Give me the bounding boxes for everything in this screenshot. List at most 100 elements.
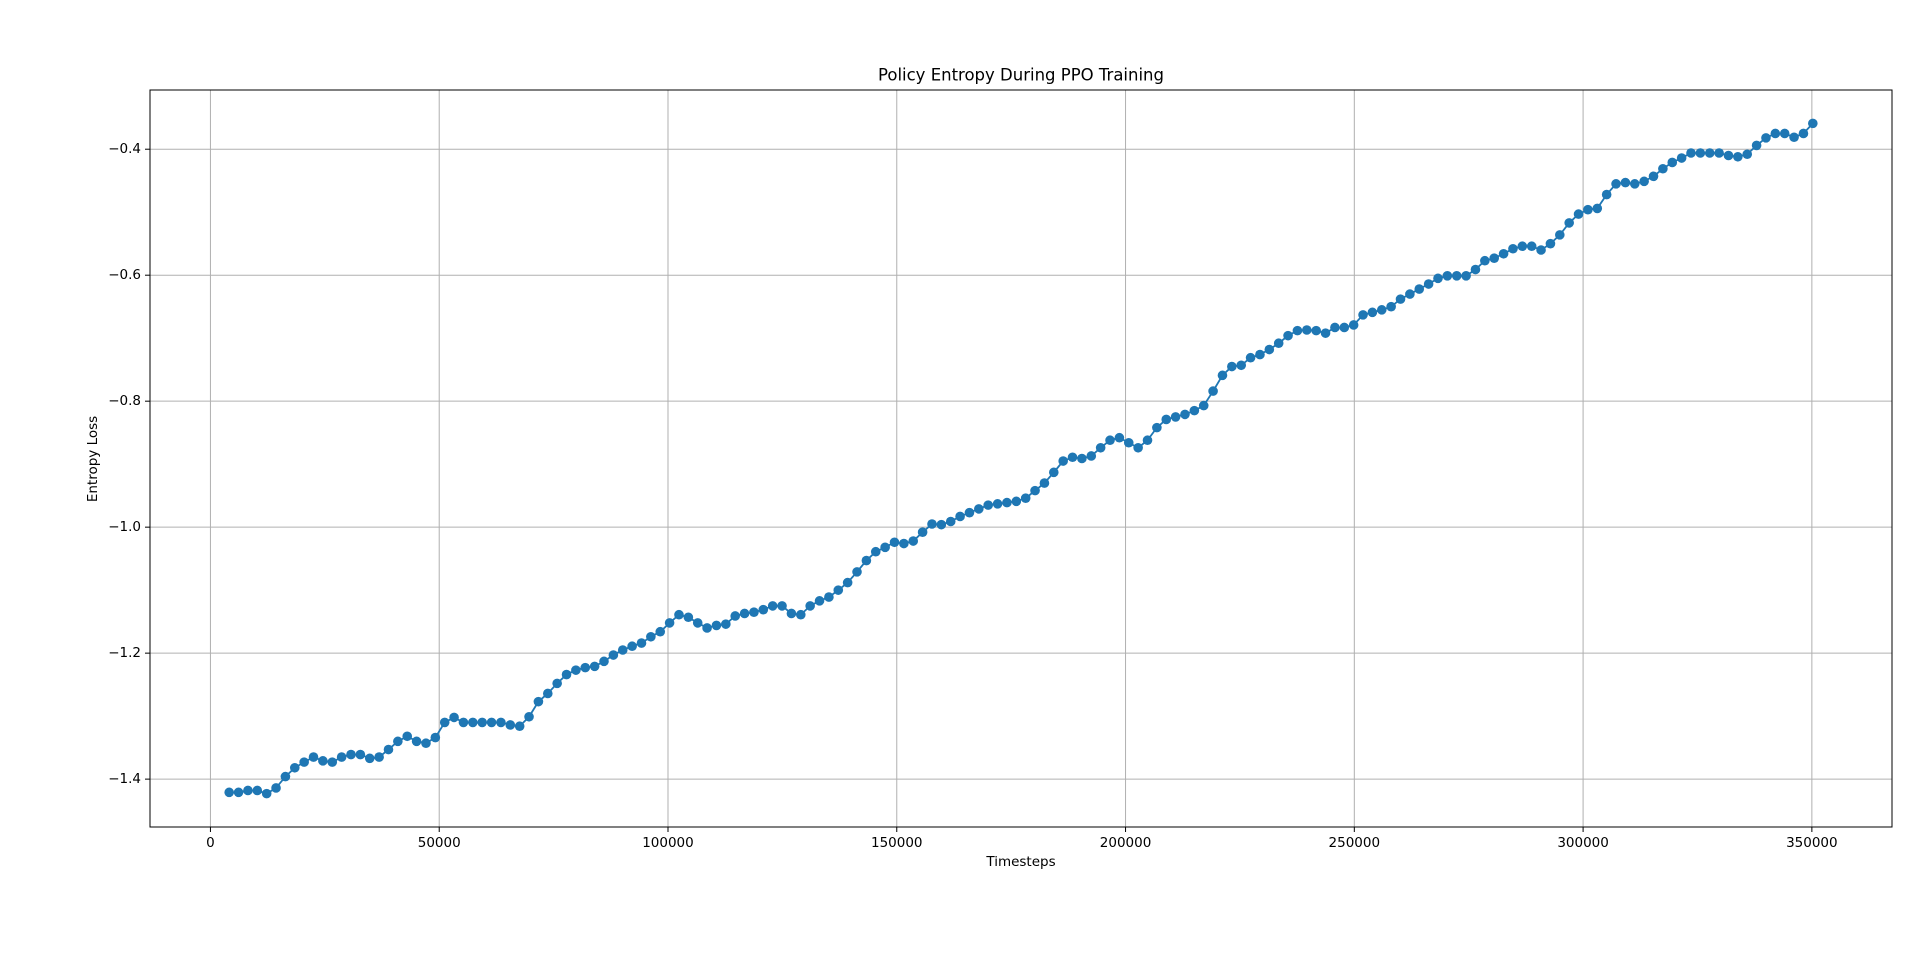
data-point [1245, 352, 1256, 363]
data-point [224, 787, 234, 798]
data-point [702, 623, 712, 633]
data-point [880, 542, 890, 553]
data-point [1733, 151, 1743, 162]
data-point [346, 749, 356, 760]
data-point [1433, 273, 1443, 284]
data-point [383, 744, 394, 755]
data-point [1189, 405, 1200, 416]
data-point [1330, 322, 1340, 333]
y-tick-label: −1.2 [108, 645, 141, 661]
data-point [1095, 442, 1106, 453]
data-point [974, 504, 984, 514]
data-point [1311, 325, 1321, 336]
x-tick-label: 50000 [418, 835, 461, 851]
data-point [1498, 248, 1509, 259]
data-point [1808, 118, 1818, 129]
x-tick-label: 150000 [871, 835, 923, 851]
data-point [552, 678, 562, 689]
data-point [917, 527, 928, 537]
data-point [1236, 360, 1247, 371]
data-point [1180, 409, 1190, 420]
data-point [327, 757, 338, 767]
data-point [1742, 149, 1753, 160]
data-point [664, 618, 675, 628]
data-point [1058, 456, 1068, 466]
data-point [1011, 496, 1022, 507]
data-point [1414, 284, 1425, 294]
data-point [252, 785, 263, 796]
data-point [542, 688, 553, 699]
data-point [271, 783, 281, 793]
y-tick-label: −0.4 [108, 141, 141, 157]
data-point [1517, 241, 1528, 252]
data-point [805, 601, 815, 611]
data-point [1292, 325, 1303, 336]
data-point [514, 721, 525, 732]
data-point [243, 785, 253, 796]
data-point [1489, 253, 1500, 263]
data-point [1648, 171, 1659, 182]
data-point [617, 645, 628, 655]
data-point [589, 661, 600, 672]
data-point [571, 665, 581, 675]
data-point [533, 696, 544, 707]
data-point [524, 711, 534, 722]
data-point [1629, 179, 1640, 189]
data-point [1208, 386, 1218, 396]
data-point [964, 507, 975, 518]
data-point [1751, 140, 1762, 151]
y-tick-label: −0.8 [108, 393, 141, 409]
data-point [599, 656, 609, 667]
data-point [1761, 133, 1771, 143]
data-point [936, 519, 947, 530]
data-point [336, 752, 347, 762]
data-point [655, 626, 666, 637]
data-point [908, 536, 919, 546]
data-point [1770, 128, 1781, 139]
data-point [561, 669, 572, 680]
x-tick-label: 0 [206, 835, 215, 851]
data-point [646, 631, 656, 642]
data-point [1798, 128, 1809, 139]
data-point [477, 717, 487, 728]
data-point [608, 650, 619, 660]
data-point [1030, 485, 1040, 496]
data-point [1227, 361, 1237, 372]
data-point [627, 641, 637, 652]
data-point [899, 538, 909, 549]
data-point [1704, 148, 1715, 158]
data-point [233, 787, 244, 798]
data-point [299, 757, 309, 767]
data-point [289, 762, 300, 773]
data-point [636, 638, 647, 648]
data-point [364, 753, 375, 764]
data-point [1555, 230, 1565, 240]
data-point [1133, 442, 1143, 453]
data-point [1198, 400, 1209, 411]
x-tick-label: 300000 [1557, 835, 1609, 851]
data-point [1395, 294, 1406, 304]
data-point [683, 612, 694, 623]
data-point [1320, 328, 1331, 338]
data-point [1105, 435, 1115, 446]
data-point [992, 499, 1003, 509]
data-point [945, 516, 956, 527]
data-point [1592, 203, 1603, 214]
chart-title: Policy Entropy During PPO Training [878, 66, 1164, 85]
data-point [1086, 451, 1097, 461]
data-point [261, 788, 272, 799]
data-point [1273, 338, 1284, 349]
data-point [1002, 497, 1012, 508]
data-point [1451, 271, 1462, 281]
data-point [1723, 150, 1734, 161]
data-point [1667, 157, 1678, 168]
data-point [1470, 264, 1481, 275]
data-point [861, 555, 872, 566]
data-point [1142, 435, 1153, 446]
series-line [229, 122, 1814, 795]
data-point [1658, 163, 1668, 174]
data-point [795, 609, 806, 620]
data-point [758, 604, 769, 615]
data-point [421, 738, 431, 749]
